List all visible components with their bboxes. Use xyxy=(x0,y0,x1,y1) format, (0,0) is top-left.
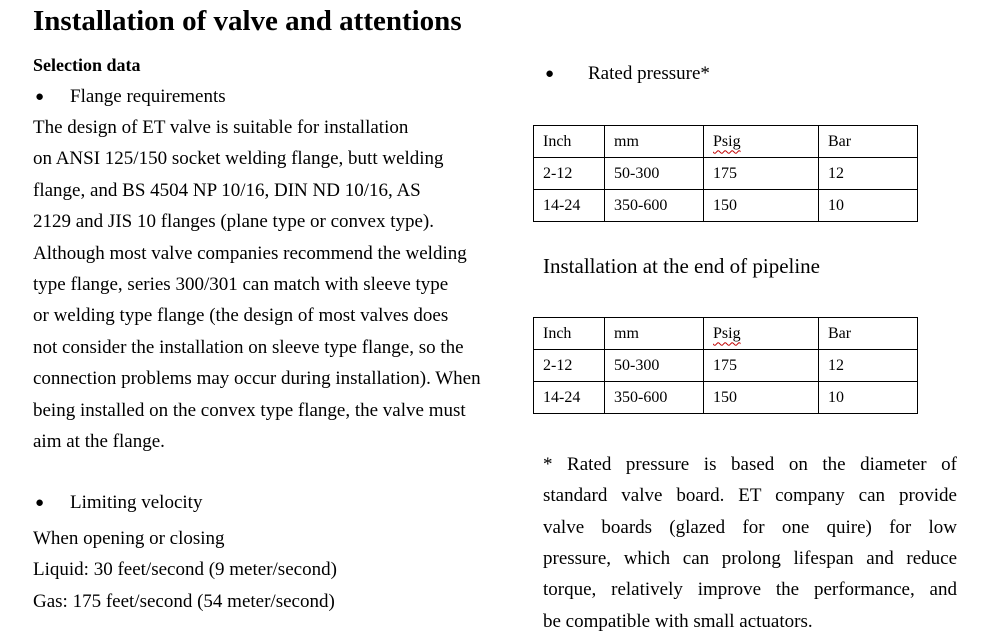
table-header-cell: mm xyxy=(604,125,704,158)
paragraph-line: type flange, series 300/301 can match wi… xyxy=(33,273,449,295)
footnote-line: torque, relatively improve the performan… xyxy=(543,579,957,601)
table-row: 14-24 350-600 150 10 xyxy=(533,381,918,414)
paragraph-line: When opening or closing xyxy=(33,528,225,549)
table-row: 2-12 50-300 175 12 xyxy=(533,157,918,190)
table-header-cell: Bar xyxy=(818,317,918,350)
table-cell: 2-12 xyxy=(533,349,605,382)
paragraph-line: flange, and BS 4504 NP 10/16, DIN ND 10/… xyxy=(33,179,421,201)
table-cell: 50-300 xyxy=(604,157,704,190)
pipeline-heading: Installation at the end of pipeline xyxy=(543,254,820,278)
table-header-row: Inch mm Psig Bar xyxy=(533,125,918,158)
table-header-cell: Inch xyxy=(533,317,605,350)
page-title: Installation of valve and attentions xyxy=(33,5,462,37)
paragraph-line: Liquid: 30 feet/second (9 meter/second) xyxy=(33,559,337,581)
bullet-icon: ● xyxy=(35,89,45,105)
pipeline-table: Inch mm Psig Bar 2-12 50-300 175 12 14-2… xyxy=(533,317,918,414)
table-header-cell: Bar xyxy=(818,125,918,158)
paragraph-line: The design of ET valve is suitable for i… xyxy=(33,117,409,138)
paragraph-line: 2129 and JIS 10 flanges (plane type or c… xyxy=(33,211,435,233)
table-cell: 12 xyxy=(818,157,918,190)
rated-pressure-footnote: * Rated pressure is based on the diamete… xyxy=(543,449,957,634)
table-cell: 50-300 xyxy=(604,349,704,382)
paragraph-line: on ANSI 125/150 socket welding flange, b… xyxy=(33,148,444,170)
paragraph-line: or welding type flange (the design of mo… xyxy=(33,305,449,327)
table-header-cell-psig: Psig xyxy=(703,125,819,158)
table-cell: 175 xyxy=(703,157,819,190)
table-cell: 350-600 xyxy=(604,381,704,414)
footnote-line: * Rated pressure is based on the diamete… xyxy=(543,454,957,475)
flange-requirements-label: Flange requirements xyxy=(70,86,226,107)
rated-pressure-label: Rated pressure* xyxy=(588,63,710,84)
table-cell: 350-600 xyxy=(604,189,704,222)
footnote-line: standard valve board. ET company can pro… xyxy=(543,485,957,507)
velocity-paragraph: When opening or closing Liquid: 30 feet/… xyxy=(33,523,553,617)
paragraph-line: Although most valve companies recommend … xyxy=(33,242,467,264)
table-cell: 10 xyxy=(818,381,918,414)
table-cell: 150 xyxy=(703,381,819,414)
footnote-line: valve boards (glazed for one quire) for … xyxy=(543,516,957,538)
paragraph-line: being installed on the convex type flang… xyxy=(33,399,466,421)
table-row: 14-24 350-600 150 10 xyxy=(533,189,918,222)
paragraph-line: aim at the flange. xyxy=(33,430,165,452)
table-cell: 10 xyxy=(818,189,918,222)
table-cell: 12 xyxy=(818,349,918,382)
footnote-line: pressure, which can prolong lifespan and… xyxy=(543,548,957,570)
selection-data-heading: Selection data xyxy=(33,55,141,75)
flange-paragraph: The design of ET valve is suitable for i… xyxy=(33,112,553,457)
paragraph-line: not consider the installation on sleeve … xyxy=(33,336,464,358)
table-header-row: Inch mm Psig Bar xyxy=(533,317,918,350)
limiting-velocity-label: Limiting velocity xyxy=(70,492,203,513)
bullet-icon: ● xyxy=(545,66,555,82)
table-cell: 150 xyxy=(703,189,819,222)
paragraph-line: connection problems may occur during ins… xyxy=(33,368,481,390)
table-cell: 14-24 xyxy=(533,189,605,222)
bullet-icon: ● xyxy=(35,495,45,511)
footnote-line: be compatible with small actuators. xyxy=(543,610,813,632)
table-header-cell: Inch xyxy=(533,125,605,158)
table-header-cell: mm xyxy=(604,317,704,350)
table-row: 2-12 50-300 175 12 xyxy=(533,349,918,382)
table-cell: 2-12 xyxy=(533,157,605,190)
table-cell: 14-24 xyxy=(533,381,605,414)
table-cell: 175 xyxy=(703,349,819,382)
rated-pressure-table: Inch mm Psig Bar 2-12 50-300 175 12 14-2… xyxy=(533,125,918,222)
table-header-cell-psig: Psig xyxy=(703,317,819,350)
paragraph-line: Gas: 175 feet/second (54 meter/second) xyxy=(33,590,335,612)
